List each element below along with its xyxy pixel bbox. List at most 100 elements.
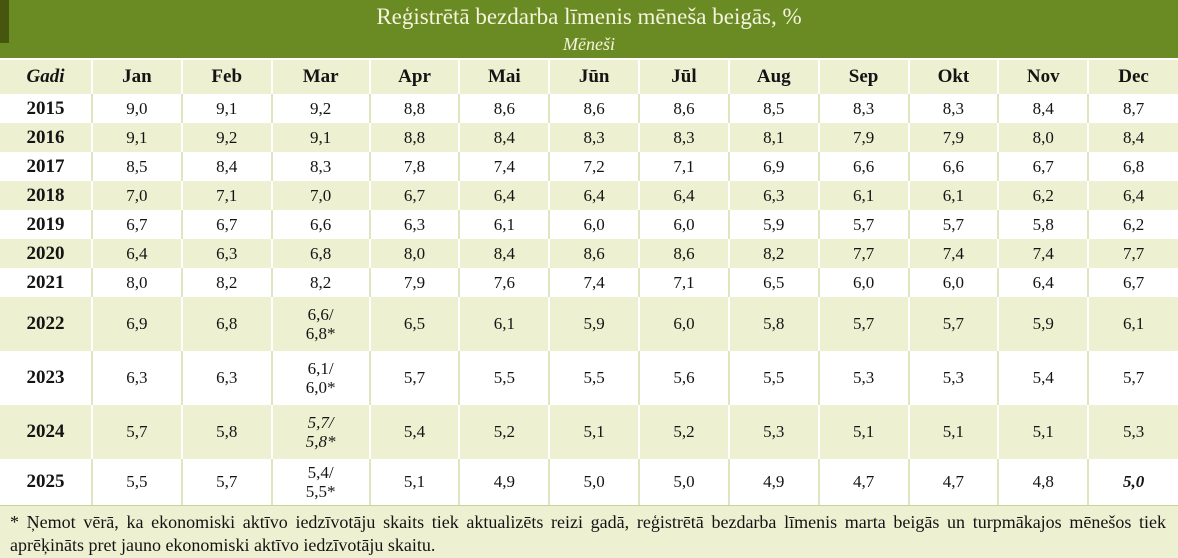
- value-cell: 6,6: [818, 152, 910, 181]
- value-cell: 5,5: [92, 459, 183, 505]
- year-cell: 2021: [0, 268, 93, 297]
- value-cell: 7,7: [1122, 243, 1145, 263]
- value-cell: 6,1: [459, 297, 551, 351]
- value-cell: 9,1: [271, 123, 371, 152]
- value-cell: 6,6: [271, 210, 371, 239]
- value-cell: 5,8: [181, 405, 273, 459]
- value-cell: 8,7: [1122, 98, 1145, 118]
- value-cell: 5,0: [549, 459, 641, 505]
- column-header-row: Gadi Jan Feb Mar Apr Mai Jūn Jūl Aug Sep Okt Nov Dec: [0, 60, 1178, 94]
- value-cell: 8,5: [92, 152, 183, 181]
- col-header-month: Nov: [998, 60, 1090, 94]
- year-cell: 2024: [0, 405, 93, 459]
- value-cell: 9,0: [92, 94, 183, 123]
- value-cell: 5,4: [998, 351, 1090, 405]
- value-cell: 6,5: [369, 297, 461, 351]
- value-cell: 6,4: [1122, 185, 1145, 205]
- value-cell: 7,0: [271, 181, 371, 210]
- value-cell: 6,0: [818, 268, 910, 297]
- col-header-month: Okt: [908, 60, 1000, 94]
- value-cell: 9,1: [92, 123, 183, 152]
- value-cell: 8,4: [459, 123, 551, 152]
- table-header: Reģistrētā bezdarba līmenis mēneša beigā…: [0, 0, 1178, 60]
- value-cell: 5,4: [369, 405, 461, 459]
- value-cell: 9,2: [271, 94, 371, 123]
- value-cell: 7,2: [549, 152, 641, 181]
- value-cell: 6,8: [1122, 156, 1145, 176]
- col-header-month: Feb: [181, 60, 273, 94]
- value-cell: 8,2: [728, 239, 820, 268]
- value-cell: 6,0: [549, 210, 641, 239]
- table-row: 2024 5,7 5,8 5,7/ 5,8* 5,4 5,2 5,1 5,2 5,3 5,1 5,1…: [0, 405, 1178, 459]
- year-cell: 2018: [0, 181, 93, 210]
- value-cell: 7,8: [369, 152, 461, 181]
- value-cell: 5,3: [728, 405, 820, 459]
- value-cell: 7,0: [92, 181, 183, 210]
- value-cell: 6,7: [998, 152, 1090, 181]
- value-cell: 6,1: [818, 181, 910, 210]
- value-cell: 8,0: [92, 268, 183, 297]
- value-cell: 6,1/ 6,0*: [271, 351, 371, 405]
- col-header-month: Mar: [271, 60, 371, 94]
- value-cell: 6,1: [459, 210, 551, 239]
- year-cell: 2020: [0, 239, 93, 268]
- table-row: 2017 8,5 8,4 8,3 7,8 7,4 7,2 7,1 6,9 6,6 6,6 6,7 6,8: [0, 152, 1178, 181]
- value-cell: 5,9: [728, 210, 820, 239]
- value-cell: 6,3: [92, 351, 183, 405]
- value-cell: 8,6: [549, 239, 641, 268]
- value-cell: 5,3: [908, 351, 1000, 405]
- value-cell: 5,2: [639, 405, 730, 459]
- value-cell: 5,1: [818, 405, 910, 459]
- value-cell: 6,0: [908, 268, 1000, 297]
- value-cell: 4,7: [908, 459, 1000, 505]
- value-cell: 5,5: [728, 351, 820, 405]
- value-cell: 5,1: [998, 405, 1090, 459]
- value-cell: 5,3: [1122, 422, 1145, 442]
- col-header-month: Jūl: [639, 60, 730, 94]
- value-cell: 8,5: [728, 94, 820, 123]
- value-cell: 6,2: [1122, 214, 1145, 234]
- value-cell: 6,7: [181, 210, 273, 239]
- value-cell: 5,2: [459, 405, 551, 459]
- value-cell: 5,1: [549, 405, 641, 459]
- value-cell: 6,7: [1122, 272, 1145, 292]
- year-cell: 2015: [0, 94, 93, 123]
- value-cell: 8,2: [271, 268, 371, 297]
- value-cell: 6,8: [181, 297, 273, 351]
- value-cell: 8,6: [459, 94, 551, 123]
- value-cell: 6,3: [728, 181, 820, 210]
- table-row: 2022 6,9 6,8 6,6/ 6,8* 6,5 6,1 5,9 6,0 5,8 5,7 5,7…: [0, 297, 1178, 351]
- year-cell: 2025: [0, 459, 93, 505]
- year-cell: 2022: [0, 297, 93, 351]
- value-cell: 8,4: [181, 152, 273, 181]
- value-cell: 5,8: [728, 297, 820, 351]
- value-cell: 7,7: [818, 239, 910, 268]
- value-cell: 5,6: [639, 351, 730, 405]
- col-header-month: Mai: [459, 60, 551, 94]
- col-header-month: Aug: [728, 60, 820, 94]
- value-cell: 7,9: [908, 123, 1000, 152]
- value-cell: 6,3: [181, 239, 273, 268]
- col-header-month: Jan: [92, 60, 183, 94]
- table-subtitle: Mēneši: [563, 34, 615, 54]
- value-cell: 7,4: [908, 239, 1000, 268]
- value-cell: 8,3: [908, 94, 1000, 123]
- value-cell: 6,4: [549, 181, 641, 210]
- value-cell: 6,1: [1122, 314, 1145, 334]
- value-cell: 5,7: [818, 210, 910, 239]
- col-header-years: Gadi: [0, 60, 93, 94]
- value-cell: 8,4: [998, 94, 1090, 123]
- table-title: Reģistrētā bezdarba līmenis mēneša beigā…: [376, 4, 802, 29]
- value-cell: 5,5: [549, 351, 641, 405]
- value-cell: 5,5: [459, 351, 551, 405]
- year-cell: 2019: [0, 210, 93, 239]
- col-header-month: Dec: [1118, 66, 1149, 87]
- value-cell: 6,9: [92, 297, 183, 351]
- value-cell: 6,6/ 6,8*: [271, 297, 371, 351]
- value-cell: 5,4/ 5,5*: [271, 459, 371, 505]
- value-cell: 6,1: [908, 181, 1000, 210]
- col-header-month: Sep: [818, 60, 910, 94]
- value-cell: 4,9: [459, 459, 551, 505]
- value-cell: 7,1: [639, 268, 730, 297]
- value-cell: 5,7: [369, 351, 461, 405]
